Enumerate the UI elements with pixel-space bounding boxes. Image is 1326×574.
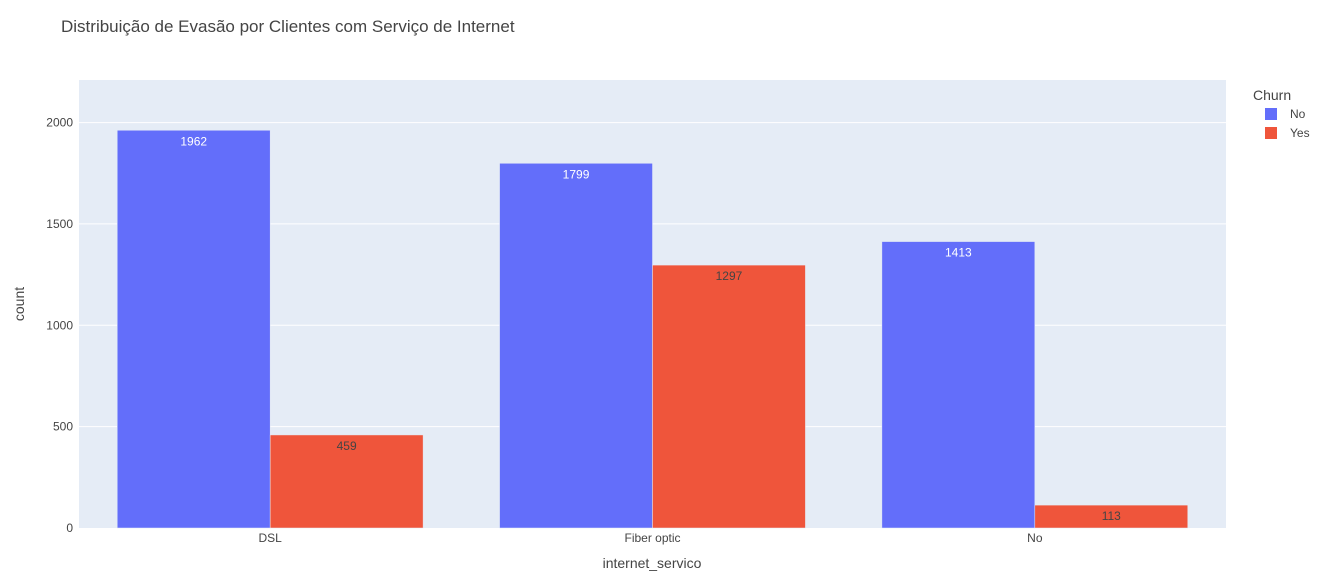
bar-value-label: 459 [337, 439, 357, 453]
y-axis-ticks: 0 500 1000 1500 2000 [46, 116, 73, 535]
bar-fiber-optic-no[interactable] [499, 163, 653, 529]
legend-items[interactable]: No Yes [1265, 107, 1310, 140]
legend-swatch [1265, 127, 1277, 139]
y-tick-label: 1500 [46, 217, 73, 231]
y-tick-label: 2000 [46, 116, 73, 130]
bar-value-label: 1413 [945, 246, 972, 260]
bar-dsl-yes[interactable] [269, 434, 424, 529]
bar-dsl-no[interactable] [116, 130, 271, 529]
y-axis-title: count [11, 287, 27, 321]
bar-value-label: 1297 [716, 269, 743, 283]
bars [116, 130, 1189, 529]
bar-value-label: 1962 [180, 134, 207, 148]
bar-value-label: 113 [1102, 509, 1121, 523]
bar-value-label: 1799 [563, 167, 590, 181]
bar-fiber-optic-yes[interactable] [652, 264, 806, 529]
x-axis-ticks: DSL Fiber optic No [258, 531, 1042, 545]
legend-item-yes[interactable]: Yes [1265, 126, 1310, 140]
x-tick-label: No [1027, 531, 1043, 545]
y-tick-label: 500 [53, 420, 73, 434]
legend-item-no[interactable]: No [1265, 107, 1306, 121]
y-tick-label: 0 [66, 521, 73, 535]
legend-label: Yes [1290, 126, 1310, 140]
bar-labels: 1962 459 1799 1297 1413 113 [180, 134, 1121, 523]
legend-swatch [1265, 108, 1277, 120]
x-tick-label: Fiber optic [624, 531, 680, 545]
x-tick-label: DSL [258, 531, 282, 545]
legend-label: No [1290, 107, 1306, 121]
chart-title: Distribuição de Evasão por Clientes com … [61, 17, 515, 36]
y-tick-label: 1000 [46, 318, 73, 332]
legend-title: Churn [1253, 87, 1291, 103]
bar-no-yes[interactable] [1034, 504, 1189, 529]
x-axis-title: internet_servico [603, 555, 702, 571]
bar-no-no[interactable] [881, 241, 1036, 529]
legend[interactable]: Churn No Yes [1253, 87, 1310, 140]
